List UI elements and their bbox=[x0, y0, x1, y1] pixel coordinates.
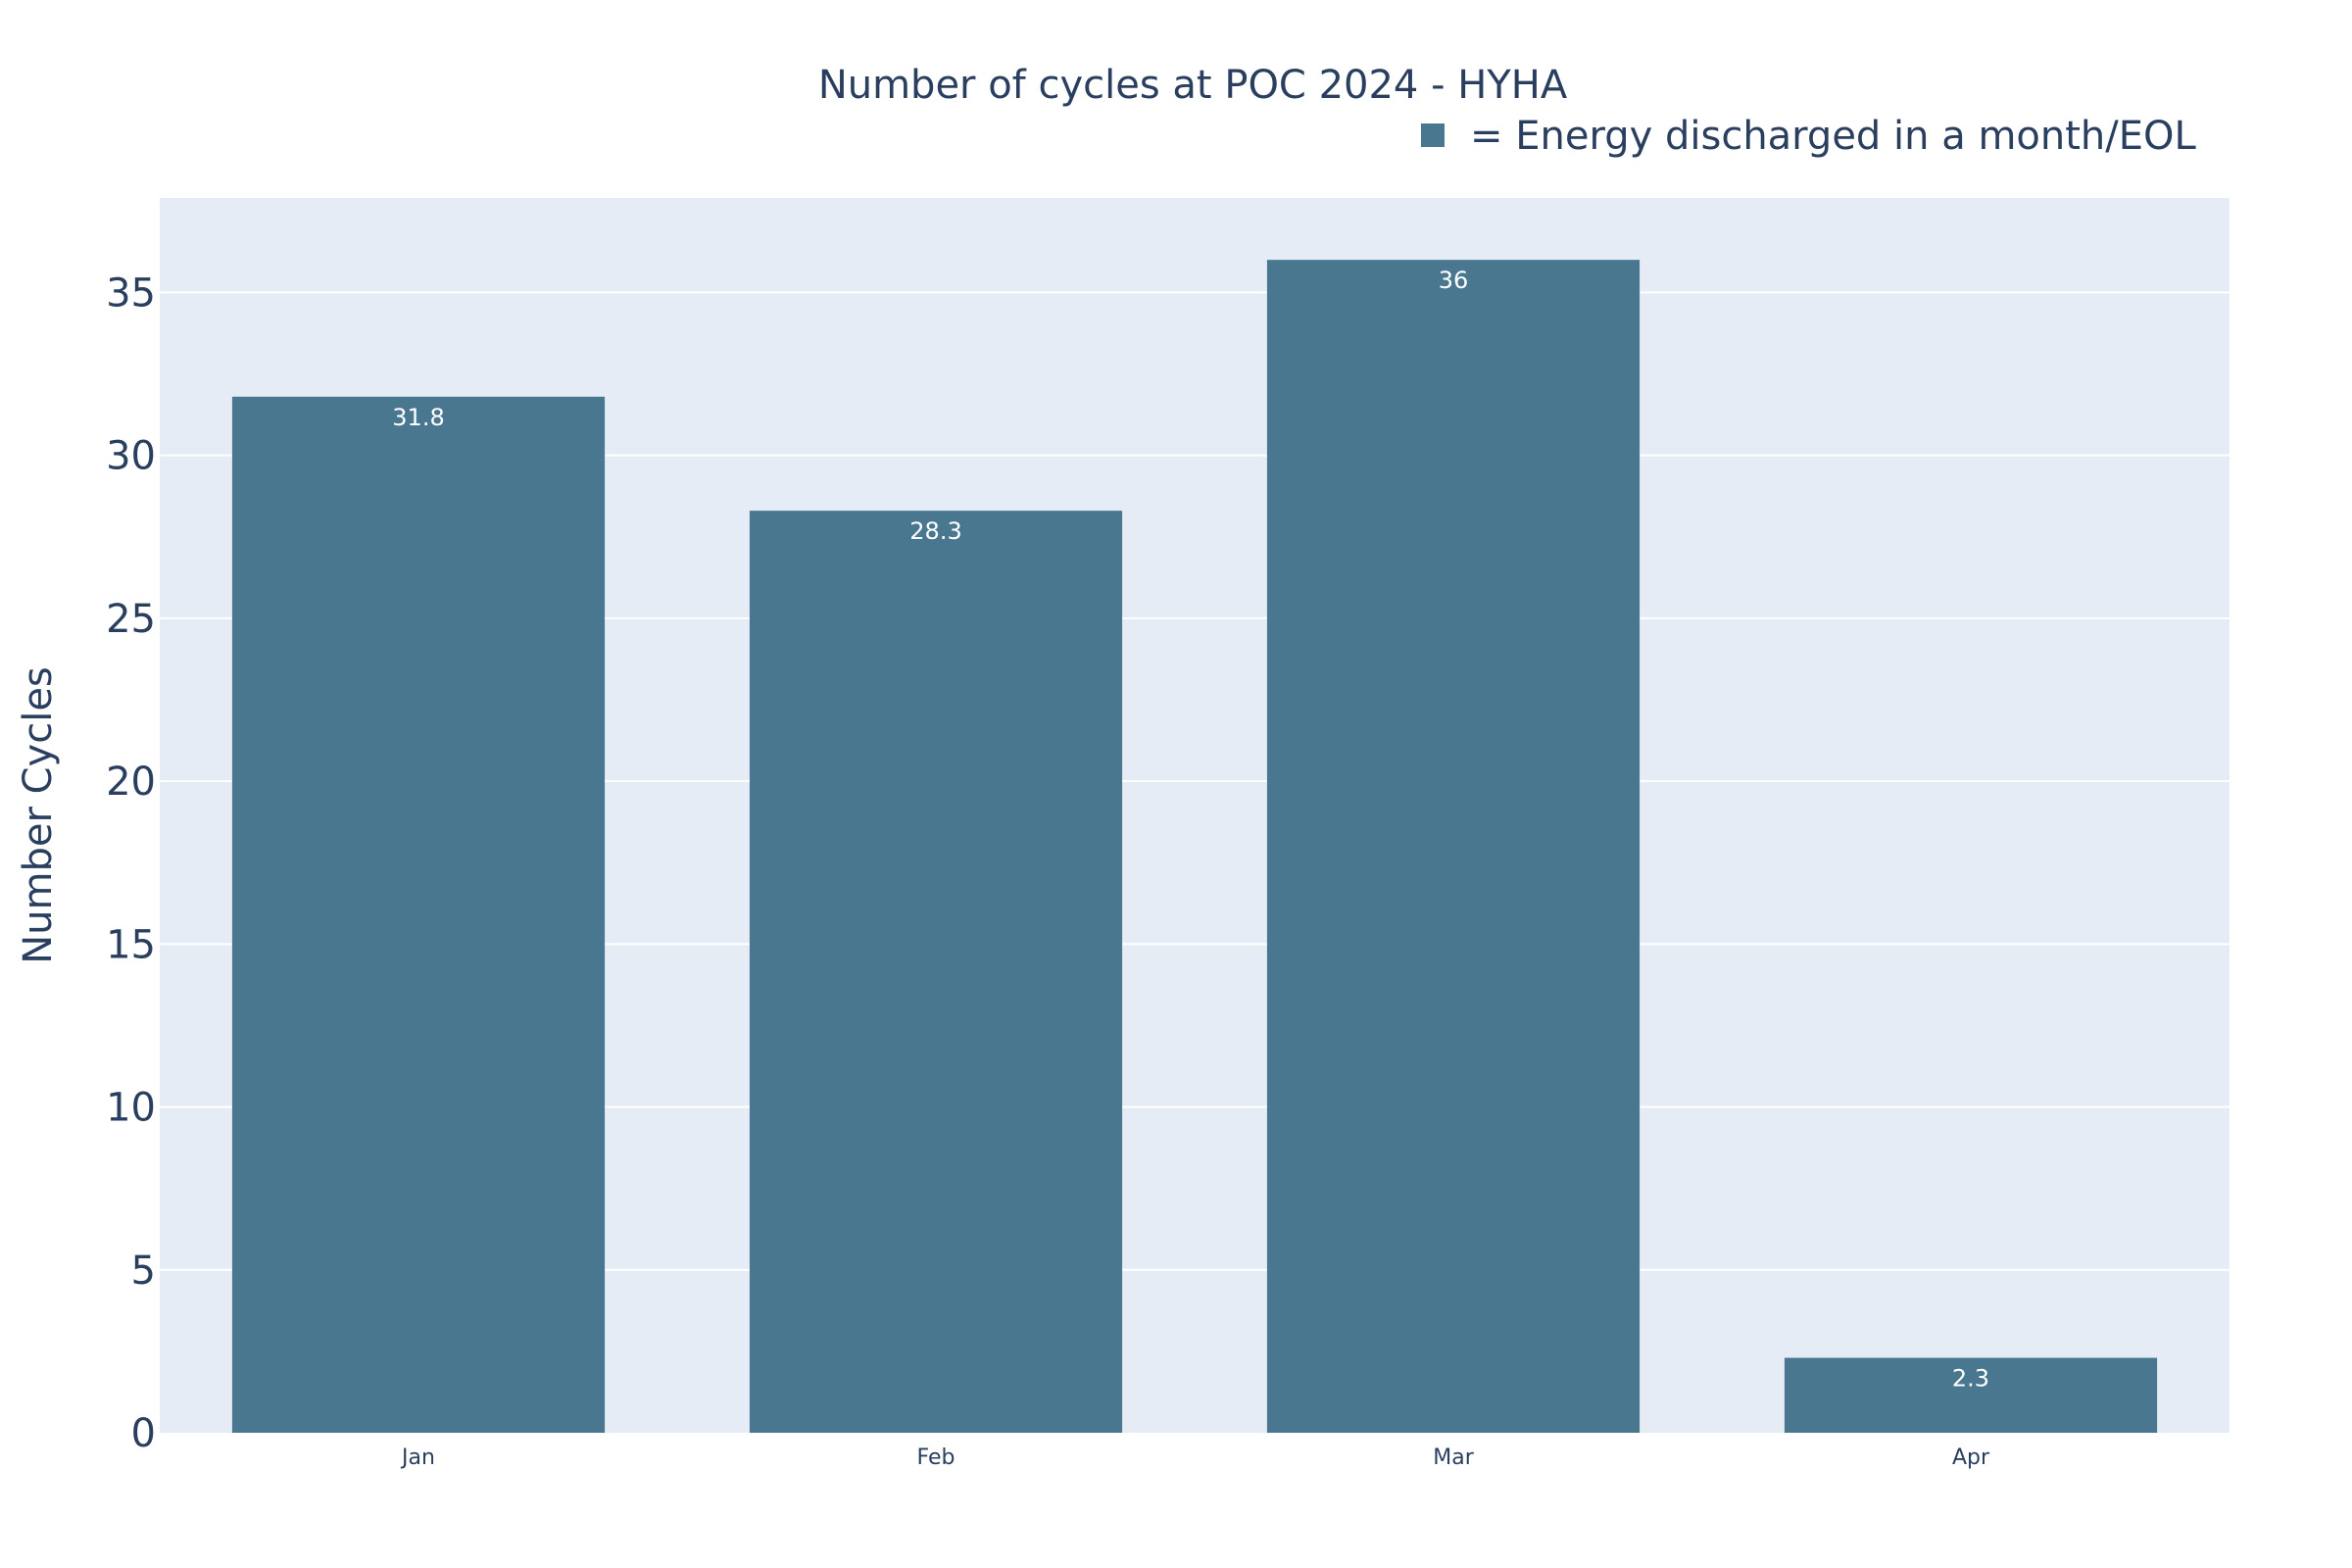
x-tick-label: Mar bbox=[1433, 1446, 1474, 1470]
bar-value-label: 28.3 bbox=[909, 517, 961, 545]
bar-labels: 31.8 28.3 36 2.3 bbox=[392, 267, 1989, 1392]
y-tick-label: 5 bbox=[131, 1249, 156, 1294]
x-tick-label: Apr bbox=[1952, 1446, 1990, 1470]
y-tick-label: 25 bbox=[106, 597, 156, 642]
y-axis-ticks: 0 5 10 15 20 25 30 35 bbox=[106, 270, 156, 1456]
bar-apr[interactable] bbox=[1784, 1357, 2158, 1433]
chart-title: Number of cycles at POC 2024 - HYHA bbox=[818, 63, 1568, 108]
bar-value-label: 31.8 bbox=[392, 404, 444, 431]
y-tick-label: 35 bbox=[106, 270, 156, 316]
y-tick-label: 30 bbox=[106, 434, 156, 479]
bar-value-label: 2.3 bbox=[1952, 1365, 1989, 1393]
y-tick-label: 10 bbox=[106, 1086, 156, 1131]
y-tick-label: 20 bbox=[106, 760, 156, 805]
legend-swatch bbox=[1421, 123, 1445, 147]
bar-value-label: 36 bbox=[1439, 267, 1469, 294]
legend-label: = Energy discharged in a month/EOL bbox=[1470, 114, 2196, 159]
x-tick-label: Feb bbox=[917, 1446, 956, 1470]
bar-jan[interactable] bbox=[231, 396, 606, 1433]
y-axis-label: Number Cycles bbox=[16, 666, 61, 964]
legend[interactable]: = Energy discharged in a month/EOL bbox=[1421, 114, 2196, 159]
y-tick-label: 0 bbox=[131, 1411, 156, 1456]
y-tick-label: 15 bbox=[106, 922, 156, 967]
bars bbox=[231, 260, 2158, 1433]
x-tick-label: Jan bbox=[400, 1446, 435, 1470]
bar-feb[interactable] bbox=[749, 511, 1123, 1433]
bar-mar[interactable] bbox=[1266, 260, 1641, 1433]
x-axis-ticks: Jan Feb Mar Apr bbox=[400, 1446, 1990, 1470]
